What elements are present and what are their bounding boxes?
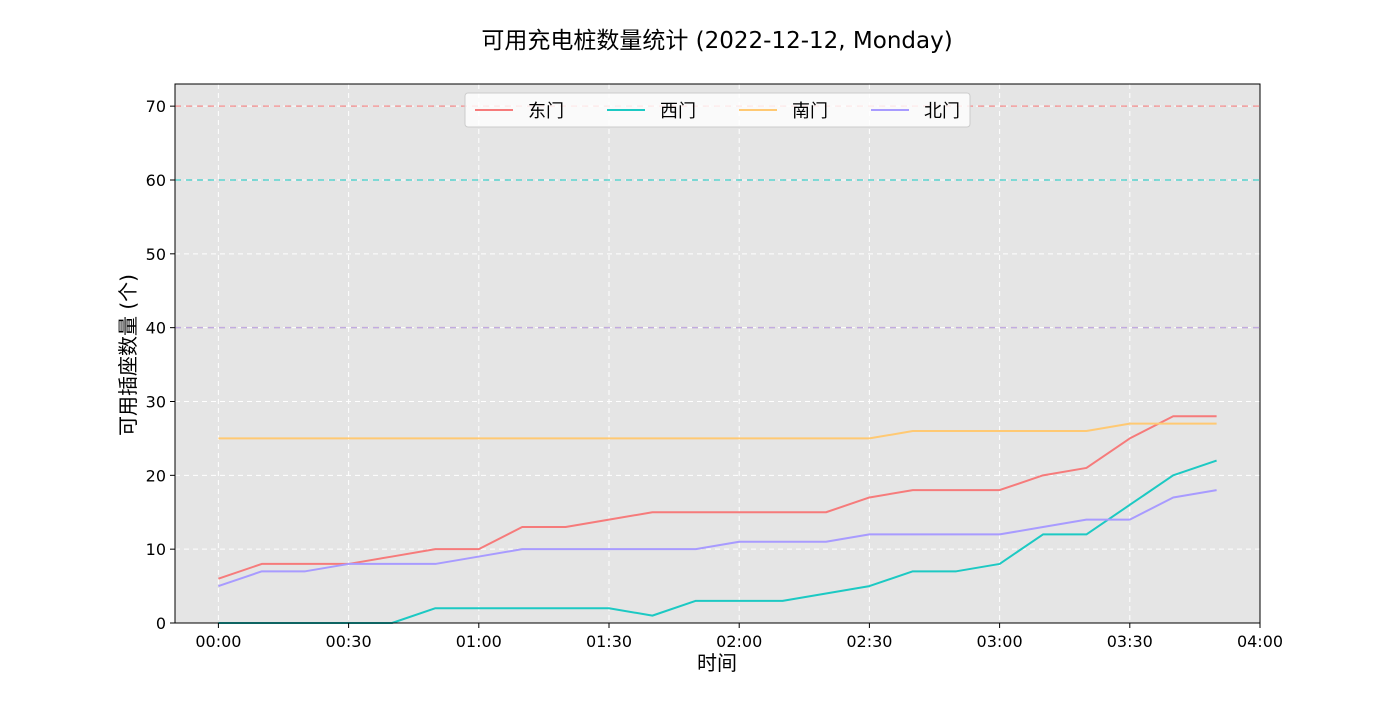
x-tick-label: 02:30 bbox=[846, 632, 892, 651]
series-line-2 bbox=[218, 422, 1217, 440]
legend-items: 东门 西门 南门 北门 bbox=[475, 101, 960, 122]
x-tick-label: 00:00 bbox=[195, 632, 241, 651]
x-tick-label: 01:30 bbox=[586, 632, 632, 651]
legend-label-3: 北门 bbox=[924, 101, 960, 122]
y-tick-label: 0 bbox=[156, 614, 166, 633]
plot-area bbox=[175, 84, 1260, 623]
legend-label-2: 南门 bbox=[792, 101, 828, 122]
y-tick-label: 10 bbox=[146, 540, 166, 559]
x-tick-label: 02:00 bbox=[716, 632, 762, 651]
series-line-0 bbox=[218, 415, 1217, 580]
x-axis-ticks: 00:00 00:30 01:00 01:30 02:00 02:30 03:00 03:30… bbox=[195, 623, 1283, 651]
legend-label-0: 东门 bbox=[528, 101, 564, 122]
y-tick-label: 20 bbox=[146, 466, 166, 485]
y-tick-label: 70 bbox=[146, 97, 166, 116]
series-line-3 bbox=[218, 489, 1217, 588]
x-tick-label: 04:00 bbox=[1237, 632, 1283, 651]
y-axis-ticks: 0 10 20 30 40 50 60 70 bbox=[146, 97, 175, 633]
y-tick-label: 40 bbox=[146, 319, 166, 338]
chart-title: 可用充电桩数量统计 (2022-12-12, Monday) bbox=[481, 28, 952, 54]
y-tick-label: 30 bbox=[146, 392, 166, 411]
x-axis-title: 时间 bbox=[697, 651, 737, 675]
legend-box bbox=[464, 92, 971, 128]
plot-border bbox=[174, 83, 1261, 624]
y-axis-title: 可用插座数量 (个) bbox=[116, 274, 140, 436]
x-tick-label: 01:00 bbox=[456, 632, 502, 651]
x-tick-label: 03:30 bbox=[1107, 632, 1153, 651]
x-tick-label: 03:00 bbox=[977, 632, 1023, 651]
y-tick-label: 50 bbox=[146, 245, 166, 264]
legend-label-1: 西门 bbox=[660, 101, 696, 122]
x-tick-label: 00:30 bbox=[326, 632, 372, 651]
legend: 东门 西门 南门 北门 bbox=[464, 92, 971, 128]
y-tick-label: 60 bbox=[146, 171, 166, 190]
